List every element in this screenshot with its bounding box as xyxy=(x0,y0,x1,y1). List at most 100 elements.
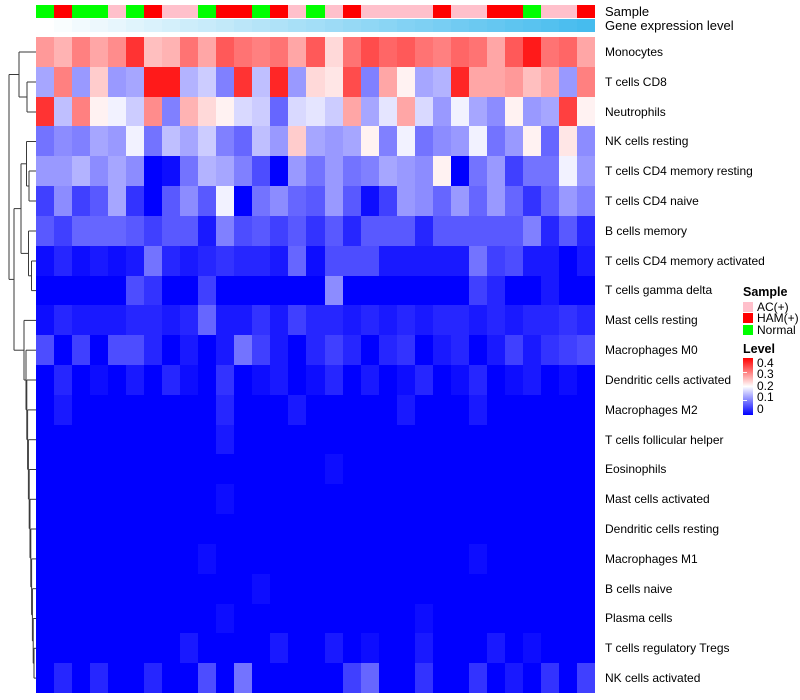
heatmap-cell xyxy=(288,275,307,306)
heatmap-cell xyxy=(270,215,289,246)
heatmap-cell xyxy=(432,156,451,187)
heatmap-cell xyxy=(540,484,559,515)
heatmap-cell xyxy=(486,484,505,515)
heatmap-cell xyxy=(234,454,253,485)
heatmap-cell xyxy=(72,633,91,664)
heatmap-cell xyxy=(54,275,73,306)
heatmap-cell xyxy=(396,454,415,485)
heatmap-cell xyxy=(162,424,181,455)
heatmap-cell xyxy=(90,37,109,67)
row-label: T cells regulatory Tregs xyxy=(605,641,730,656)
heatmap-cell xyxy=(324,573,343,604)
heatmap-cell xyxy=(180,215,199,246)
heatmap-cell xyxy=(180,603,199,634)
heatmap-cell xyxy=(270,245,289,276)
heatmap-cell xyxy=(486,454,505,485)
heatmap-cell xyxy=(360,454,379,485)
heatmap-cell xyxy=(576,454,595,485)
heatmap-cell xyxy=(432,514,451,544)
heatmap-cell xyxy=(396,96,415,127)
gene-expression-annotation-cell xyxy=(486,19,505,32)
heatmap-cell xyxy=(126,66,145,97)
heatmap-cell xyxy=(126,633,145,664)
heatmap-cell xyxy=(72,37,91,67)
heatmap-cell xyxy=(306,365,325,395)
heatmap-cell xyxy=(360,275,379,306)
heatmap-cell xyxy=(486,66,505,97)
heatmap-cell xyxy=(36,454,55,485)
heatmap-cell xyxy=(144,215,163,246)
heatmap-cell xyxy=(270,633,289,664)
sample-annotation-cell xyxy=(414,5,433,18)
heatmap-cell xyxy=(270,484,289,515)
heatmap-cell xyxy=(252,603,271,634)
heatmap-cell xyxy=(378,424,397,455)
heatmap-cell xyxy=(234,186,253,216)
heatmap-cell xyxy=(558,603,577,634)
heatmap-cell xyxy=(270,365,289,395)
heatmap-cell xyxy=(522,663,541,693)
heatmap-cell xyxy=(72,186,91,216)
heatmap-cell xyxy=(504,245,523,276)
heatmap-cell xyxy=(36,275,55,306)
heatmap-cell xyxy=(324,156,343,187)
heatmap-cell xyxy=(108,633,127,664)
heatmap-cell xyxy=(90,245,109,276)
heatmap-cell xyxy=(486,215,505,246)
heatmap-cell xyxy=(252,454,271,485)
gene-expression-annotation-cell xyxy=(342,19,361,32)
heatmap-cell xyxy=(180,66,199,97)
heatmap-cell xyxy=(504,514,523,544)
heatmap-cell xyxy=(558,484,577,515)
sample-annotation-cell xyxy=(144,5,163,18)
row-label: T cells CD8 xyxy=(605,74,667,89)
heatmap-cell xyxy=(180,573,199,604)
gene-expression-annotation-cell xyxy=(162,19,181,32)
heatmap-cell xyxy=(414,96,433,127)
heatmap-cell xyxy=(396,186,415,216)
heatmap-cell xyxy=(54,156,73,187)
heatmap-cell xyxy=(270,603,289,634)
heatmap-cell xyxy=(576,215,595,246)
heatmap-cell xyxy=(450,215,469,246)
heatmap-cell xyxy=(324,275,343,306)
heatmap-cell xyxy=(360,603,379,634)
heatmap-cell xyxy=(540,156,559,187)
heatmap-cell xyxy=(504,365,523,395)
heatmap-cell xyxy=(342,543,361,574)
heatmap-cell xyxy=(234,245,253,276)
row-label: Macrophages M0 xyxy=(605,343,698,358)
heatmap-cell xyxy=(126,514,145,544)
heatmap-cell xyxy=(252,484,271,515)
heatmap-cell xyxy=(108,514,127,544)
heatmap-cell xyxy=(234,543,253,574)
sample-annotation-cell xyxy=(540,5,559,18)
heatmap-cell xyxy=(414,275,433,306)
heatmap-cell xyxy=(288,394,307,425)
heatmap-cell xyxy=(414,305,433,336)
heatmap-cell xyxy=(378,335,397,365)
heatmap-cell xyxy=(216,603,235,634)
heatmap-cell xyxy=(126,394,145,425)
heatmap-cell xyxy=(252,96,271,127)
heatmap-cell xyxy=(522,186,541,216)
heatmap-cell xyxy=(162,66,181,97)
legend-level-block: Level 0.4 0.3 0.2 0.1 0 xyxy=(743,342,800,415)
heatmap-cell xyxy=(252,275,271,306)
heatmap-cell xyxy=(468,37,487,67)
heatmap-cell xyxy=(378,186,397,216)
heatmap-cell xyxy=(270,454,289,485)
gene-expression-annotation-cell xyxy=(360,19,379,32)
heatmap-cell xyxy=(360,305,379,336)
heatmap-cell xyxy=(90,335,109,365)
heatmap-cell xyxy=(306,156,325,187)
heatmap-cell xyxy=(108,454,127,485)
level-tick-label: 0 xyxy=(757,401,764,416)
heatmap-cell xyxy=(414,394,433,425)
heatmap-cell xyxy=(504,126,523,157)
sample-annotation-cell xyxy=(468,5,487,18)
heatmap-cell xyxy=(432,633,451,664)
heatmap-cell xyxy=(54,514,73,544)
heatmap-cell xyxy=(306,454,325,485)
heatmap-cell xyxy=(234,633,253,664)
